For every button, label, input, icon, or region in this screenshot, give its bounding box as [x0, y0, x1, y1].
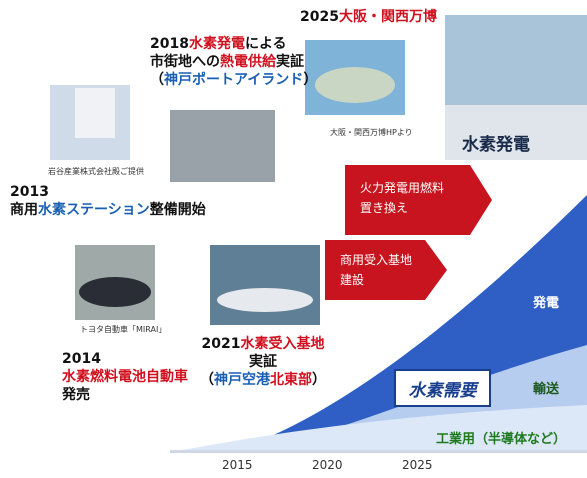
year-label: 2025 — [402, 458, 433, 472]
photo — [170, 110, 275, 182]
photo — [79, 277, 151, 307]
milestone-line: 発売 — [62, 386, 188, 404]
milestone-text: （ — [200, 372, 214, 388]
demand-title: 水素需要 — [408, 381, 477, 401]
milestone-line: 実証 — [200, 353, 326, 371]
photo — [75, 88, 115, 138]
milestone-text: 2018 — [150, 36, 189, 52]
milestone: 2021水素受入基地 実証 （神戸空港北東部） — [200, 335, 326, 389]
photo — [445, 105, 587, 160]
milestone-line: 2021水素受入基地 — [200, 335, 326, 353]
milestone: 2014 水素燃料電池自動車 発売 — [62, 350, 188, 404]
plant-label: 水素発電 — [462, 135, 530, 155]
milestone-text: 2021 — [201, 336, 241, 352]
milestone-text: 水素発電 — [188, 36, 245, 52]
milestone-line: 商用水素ステーション整備開始 — [10, 201, 206, 219]
arrow — [325, 240, 447, 300]
milestone-text: 水素ステーション — [38, 202, 150, 218]
milestone-text: （ — [150, 72, 164, 88]
arrow-label: 火力発電用燃料 置き換え — [360, 178, 444, 218]
credit: 大阪・関西万博HPより — [330, 128, 413, 137]
milestone-line: 2025大阪・関西万博 — [300, 8, 437, 26]
arrow-line: 置き換え — [360, 201, 409, 215]
milestone-text: 実証 — [276, 54, 304, 70]
photo — [217, 288, 313, 312]
arrow-label: 商用受入基地 建設 — [340, 250, 412, 290]
photo — [210, 245, 320, 325]
milestone-text: 市街地への — [150, 54, 220, 70]
arrow-line: 建設 — [340, 273, 365, 287]
milestone-line: （神戸空港北東部） — [200, 371, 326, 389]
year-label: 2020 — [312, 458, 343, 472]
milestone-text: 大阪・関西万博 — [338, 9, 437, 25]
milestone-text: による — [244, 36, 287, 52]
milestone-text: 2025 — [300, 9, 339, 25]
milestone-line: 市街地への熱電供給実証 — [150, 53, 317, 71]
milestone: 2018水素発電による 市街地への熱電供給実証 （神戸ポートアイランド） — [150, 35, 317, 89]
segment-label: 発電 — [533, 296, 560, 311]
year-label: 2015 — [222, 458, 253, 472]
milestone-text: 2013 — [10, 184, 49, 200]
milestone-text: 実証 — [249, 354, 277, 370]
milestone-line: 2014 — [62, 350, 188, 368]
milestone-text: 水素受入基地 — [240, 336, 325, 352]
baseline — [170, 450, 587, 453]
industry-area — [170, 405, 587, 452]
photo — [315, 67, 395, 103]
milestone-line: 2018水素発電による — [150, 35, 317, 53]
milestone-text: ） — [303, 72, 318, 88]
milestone-line: 水素燃料電池自動車 — [62, 368, 188, 386]
arrow — [345, 165, 492, 235]
milestone: 2013 商用水素ステーション整備開始 — [10, 183, 206, 219]
credit: 岩谷産業株式会社殿ご提供 — [48, 167, 144, 176]
milestone-text: 商用 — [10, 202, 38, 218]
milestone-text: 整備開始 — [149, 202, 206, 218]
milestone: 2025大阪・関西万博 — [300, 8, 437, 26]
milestone-text: 2014 — [62, 351, 101, 367]
milestone-text: 水素燃料電池自動車 — [62, 369, 188, 385]
segment-label: 輸送 — [533, 382, 560, 397]
milestone-text: 発売 — [62, 387, 90, 403]
milestone-text: ） — [312, 372, 326, 388]
milestone-line: 2013 — [10, 183, 206, 201]
credit: トヨタ自動車「MIRAI」 — [80, 325, 167, 334]
arrow-line: 商用受入基地 — [340, 253, 413, 267]
arrow-line: 火力発電用燃料 — [360, 181, 445, 195]
demand-box — [394, 369, 491, 407]
milestone-text: 神戸ポートアイランド — [164, 72, 304, 88]
milestone-text: 北東部 — [270, 372, 312, 388]
milestone-line: （神戸ポートアイランド） — [150, 71, 317, 89]
milestone-text: 熱電供給 — [220, 54, 276, 70]
milestone-text: 神戸空港 — [214, 372, 270, 388]
segment-label: 工業用（半導体など） — [436, 432, 567, 447]
